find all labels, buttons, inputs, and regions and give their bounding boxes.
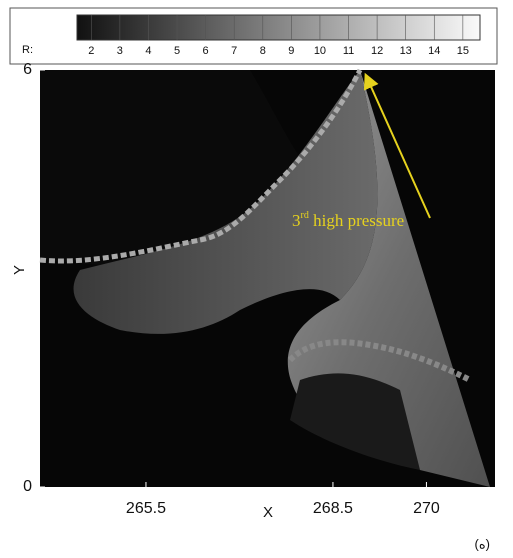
x-tick-label: 265.5 bbox=[126, 500, 166, 517]
x-tick-label: 270 bbox=[413, 500, 440, 517]
y-tick-label: 6 bbox=[23, 61, 32, 78]
colorbar-tick-label: 10 bbox=[314, 45, 326, 57]
y-axis-label: Y bbox=[11, 265, 28, 275]
annotation: 3rd high pressure bbox=[292, 210, 404, 230]
colorbar-tick-label: 2 bbox=[88, 45, 94, 57]
colorbar-gradient bbox=[77, 15, 480, 40]
annotation-number: 3 bbox=[292, 211, 301, 230]
colorbar-tick-label: 8 bbox=[260, 45, 266, 57]
colorbar-tick-label: 14 bbox=[428, 45, 440, 57]
colorbar-tick-label: 5 bbox=[174, 45, 180, 57]
colorbar-tick-label: 7 bbox=[231, 45, 237, 57]
x-tick-label: 268.5 bbox=[313, 500, 353, 517]
y-tick-label: 0 bbox=[23, 478, 32, 495]
colorbar-tick-label: 12 bbox=[371, 45, 383, 57]
colorbar-tick-label: 3 bbox=[117, 45, 123, 57]
panel-label: (ه) bbox=[475, 536, 491, 551]
plot-area: 3rd high pressure bbox=[40, 70, 495, 487]
colorbar-tick-label: 4 bbox=[145, 45, 151, 57]
figure: R: 23456789101112131415 3rd high pressur… bbox=[0, 0, 513, 558]
x-axis-label: X bbox=[263, 504, 273, 521]
colorbar-tick-label: 6 bbox=[203, 45, 209, 57]
colorbar-label: R: bbox=[22, 44, 33, 56]
annotation-text: high pressure bbox=[309, 211, 404, 230]
colorbar-tick-label: 13 bbox=[400, 45, 412, 57]
colorbar-tick-label: 15 bbox=[457, 45, 469, 57]
annotation-superscript: rd bbox=[301, 210, 309, 221]
colorbar-tick-label: 11 bbox=[343, 45, 354, 57]
colorbar-tick-label: 9 bbox=[288, 45, 294, 57]
colorbar: R: 2 3 4 5 6 7 8 9 10 11 12 13 14 15 bbox=[10, 8, 497, 64]
page: {"chart_data": {"type": "contour", "colo… bbox=[0, 0, 513, 558]
